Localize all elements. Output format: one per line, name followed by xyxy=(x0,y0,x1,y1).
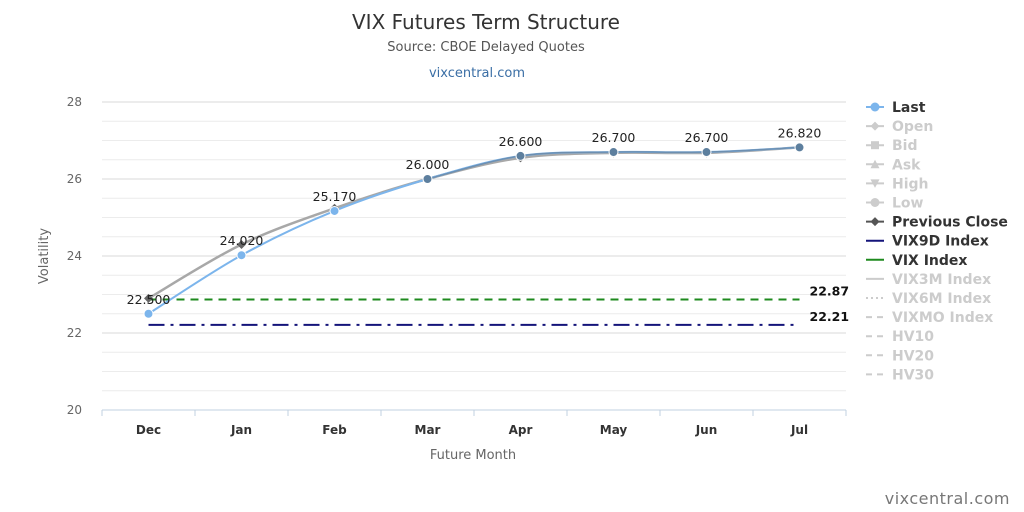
y-axis-ticks: 20 22 24 26 28 xyxy=(67,95,82,417)
data-label: 26.820 xyxy=(778,125,822,140)
legend-symbol-diamond xyxy=(870,121,880,131)
data-label: 22.500 xyxy=(127,292,171,307)
legend-label: HV30 xyxy=(892,367,934,383)
legend-label: VIX Index xyxy=(892,253,967,269)
data-labels: 22.500 24.020 25.170 26.000 26.600 26.700 26.7… xyxy=(127,125,822,306)
legend-symbol-circle xyxy=(870,198,880,207)
x-tick-label: Feb xyxy=(322,423,347,437)
legend-label: Last xyxy=(892,100,926,116)
last-point[interactable] xyxy=(236,250,247,261)
last-point[interactable] xyxy=(701,147,712,158)
y-axis-title: Volatility xyxy=(37,228,52,284)
legend-label: VIX3M Index xyxy=(892,272,991,288)
y-tick-label: 24 xyxy=(67,249,82,263)
legend-item-high[interactable]: High xyxy=(866,176,929,192)
grid-lines xyxy=(102,101,846,411)
data-label: 26.600 xyxy=(499,134,543,149)
legend-item-last[interactable]: Last xyxy=(866,100,926,116)
legend-item-open[interactable]: Open xyxy=(866,119,933,135)
x-tick-label: Mar xyxy=(415,423,441,437)
x-axis-title: Future Month xyxy=(430,448,516,463)
vixcentral-link[interactable]: vixcentral.com xyxy=(429,66,525,81)
reference-line-label: 22.21 xyxy=(810,309,850,324)
data-label: 25.170 xyxy=(313,189,357,204)
legend-item-hv10[interactable]: HV10 xyxy=(866,329,934,345)
x-axis-ticks: Dec Jan Feb Mar Apr May Jun Jul xyxy=(101,409,847,437)
y-tick-label: 28 xyxy=(67,95,82,109)
legend-label: Ask xyxy=(892,157,921,173)
reference-line-label: 22.87 xyxy=(810,284,850,299)
chart-subtitle: Source: CBOE Delayed Quotes xyxy=(387,40,585,55)
legend-item-vix6m-index[interactable]: VIX6M Index xyxy=(866,291,991,307)
data-label: 26.700 xyxy=(592,130,636,145)
legend-item-hv20[interactable]: HV20 xyxy=(866,348,934,364)
legend-symbol-square xyxy=(871,141,879,150)
legend-item-ask[interactable]: Ask xyxy=(866,157,921,173)
series-group xyxy=(143,142,805,319)
legend-label: Bid xyxy=(892,138,918,154)
legend-label: VIX9D Index xyxy=(892,234,989,250)
last-point[interactable] xyxy=(515,150,526,161)
legend-item-previous-close[interactable]: Previous Close xyxy=(866,215,1008,231)
legend-item-vixmo-index[interactable]: VIXMO Index xyxy=(866,310,993,326)
legend: Last Open Bid Ask High Low Previous Close VIX9D… xyxy=(866,100,1008,383)
data-label: 24.020 xyxy=(220,233,264,248)
y-tick-label: 22 xyxy=(67,326,82,340)
legend-item-vix9d-index[interactable]: VIX9D Index xyxy=(866,234,989,250)
x-tick-label: Jul xyxy=(790,423,808,437)
legend-label: VIXMO Index xyxy=(892,310,993,326)
legend-label: VIX6M Index xyxy=(892,291,991,307)
legend-item-low[interactable]: Low xyxy=(866,196,924,212)
x-tick-label: Dec xyxy=(136,423,161,437)
previous-close-point xyxy=(237,239,246,249)
data-label: 26.000 xyxy=(406,157,450,172)
legend-symbol-circle xyxy=(870,102,880,112)
y-tick-label: 26 xyxy=(67,172,82,186)
chart-title: VIX Futures Term Structure xyxy=(352,10,620,34)
legend-item-hv30[interactable]: HV30 xyxy=(866,367,934,383)
legend-label: Previous Close xyxy=(892,215,1008,231)
legend-label: HV20 xyxy=(892,348,934,364)
x-tick-label: Apr xyxy=(509,423,533,437)
x-tick-label: May xyxy=(600,423,628,437)
data-label: 26.700 xyxy=(685,130,729,145)
legend-item-vix-index[interactable]: VIX Index xyxy=(866,253,967,269)
last-point[interactable] xyxy=(422,174,433,184)
reference-lines: 22.87 22.21 xyxy=(148,284,850,326)
credit-link[interactable]: vixcentral.com xyxy=(885,489,1010,508)
legend-item-bid[interactable]: Bid xyxy=(866,138,918,154)
last-point[interactable] xyxy=(794,142,805,153)
previous-close-point xyxy=(144,293,153,303)
last-point[interactable] xyxy=(608,147,619,158)
series-line-last xyxy=(147,146,800,315)
last-point[interactable] xyxy=(143,308,154,319)
legend-symbol-triangle xyxy=(870,179,880,188)
x-tick-label: Jun xyxy=(695,423,718,437)
x-tick-label: Jan xyxy=(230,423,252,437)
legend-item-vix3m-index[interactable]: VIX3M Index xyxy=(866,272,991,288)
last-point[interactable] xyxy=(329,205,340,216)
legend-label: Open xyxy=(892,119,933,135)
legend-label: HV10 xyxy=(892,329,934,345)
y-tick-label: 20 xyxy=(67,403,82,417)
legend-symbol-diamond xyxy=(870,217,880,227)
legend-symbol-triangle xyxy=(870,159,880,169)
legend-label: High xyxy=(892,176,929,192)
legend-label: Low xyxy=(892,196,924,212)
